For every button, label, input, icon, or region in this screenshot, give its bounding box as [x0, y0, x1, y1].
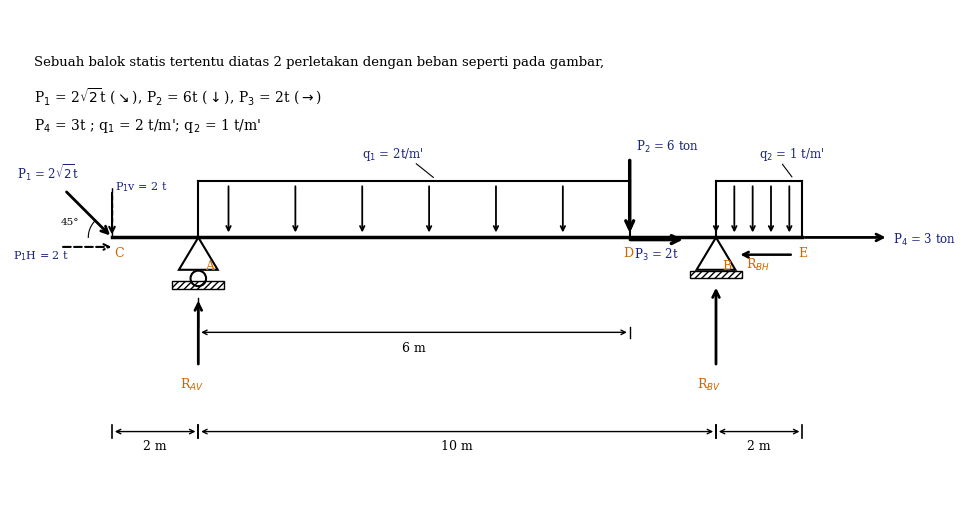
- Text: Sebuah balok statis tertentu diatas 2 perletakan dengan beban seperti pada gamba: Sebuah balok statis tertentu diatas 2 pe…: [34, 56, 603, 69]
- Text: P$_1$H = 2 t: P$_1$H = 2 t: [13, 249, 68, 263]
- Bar: [172, 281, 224, 289]
- Text: P$_4$ = 3 ton: P$_4$ = 3 ton: [892, 232, 955, 248]
- Text: 2 m: 2 m: [746, 440, 770, 453]
- Text: R$_{BV}$: R$_{BV}$: [696, 377, 721, 393]
- Text: R$_{AV}$: R$_{AV}$: [180, 377, 203, 393]
- Text: P$_4$ = 3t ; q$_1$ = 2 t/m'; q$_2$ = 1 t/m': P$_4$ = 3t ; q$_1$ = 2 t/m'; q$_2$ = 1 t…: [34, 117, 261, 135]
- Text: B: B: [722, 260, 731, 273]
- Text: P$_1$ = 2$\sqrt{2}$t ($\searrow$), P$_2$ = 6t ($\downarrow$), P$_3$ = 2t ($\righ: P$_1$ = 2$\sqrt{2}$t ($\searrow$), P$_2$…: [34, 87, 322, 107]
- Text: P$_3$ = 2t: P$_3$ = 2t: [634, 247, 679, 263]
- Text: E: E: [797, 247, 806, 260]
- Text: P$_2$ = 6 ton: P$_2$ = 6 ton: [636, 139, 698, 155]
- Text: C: C: [114, 247, 123, 260]
- Text: D: D: [623, 247, 633, 260]
- Text: 10 m: 10 m: [441, 440, 472, 453]
- Text: 45°: 45°: [61, 219, 78, 227]
- Text: 6 m: 6 m: [402, 342, 425, 355]
- Text: q$_2$ = 1 t/m': q$_2$ = 1 t/m': [758, 146, 823, 163]
- Text: R$_{BH}$: R$_{BH}$: [745, 256, 770, 272]
- Bar: [689, 270, 741, 278]
- Text: 2 m: 2 m: [143, 440, 167, 453]
- Text: A: A: [204, 260, 213, 273]
- Text: q$_1$ = 2t/m': q$_1$ = 2t/m': [362, 146, 423, 163]
- Text: P$_1$ = 2$\sqrt{2}$t: P$_1$ = 2$\sqrt{2}$t: [17, 163, 79, 183]
- Text: P$_1$v = 2 t: P$_1$v = 2 t: [115, 180, 168, 194]
